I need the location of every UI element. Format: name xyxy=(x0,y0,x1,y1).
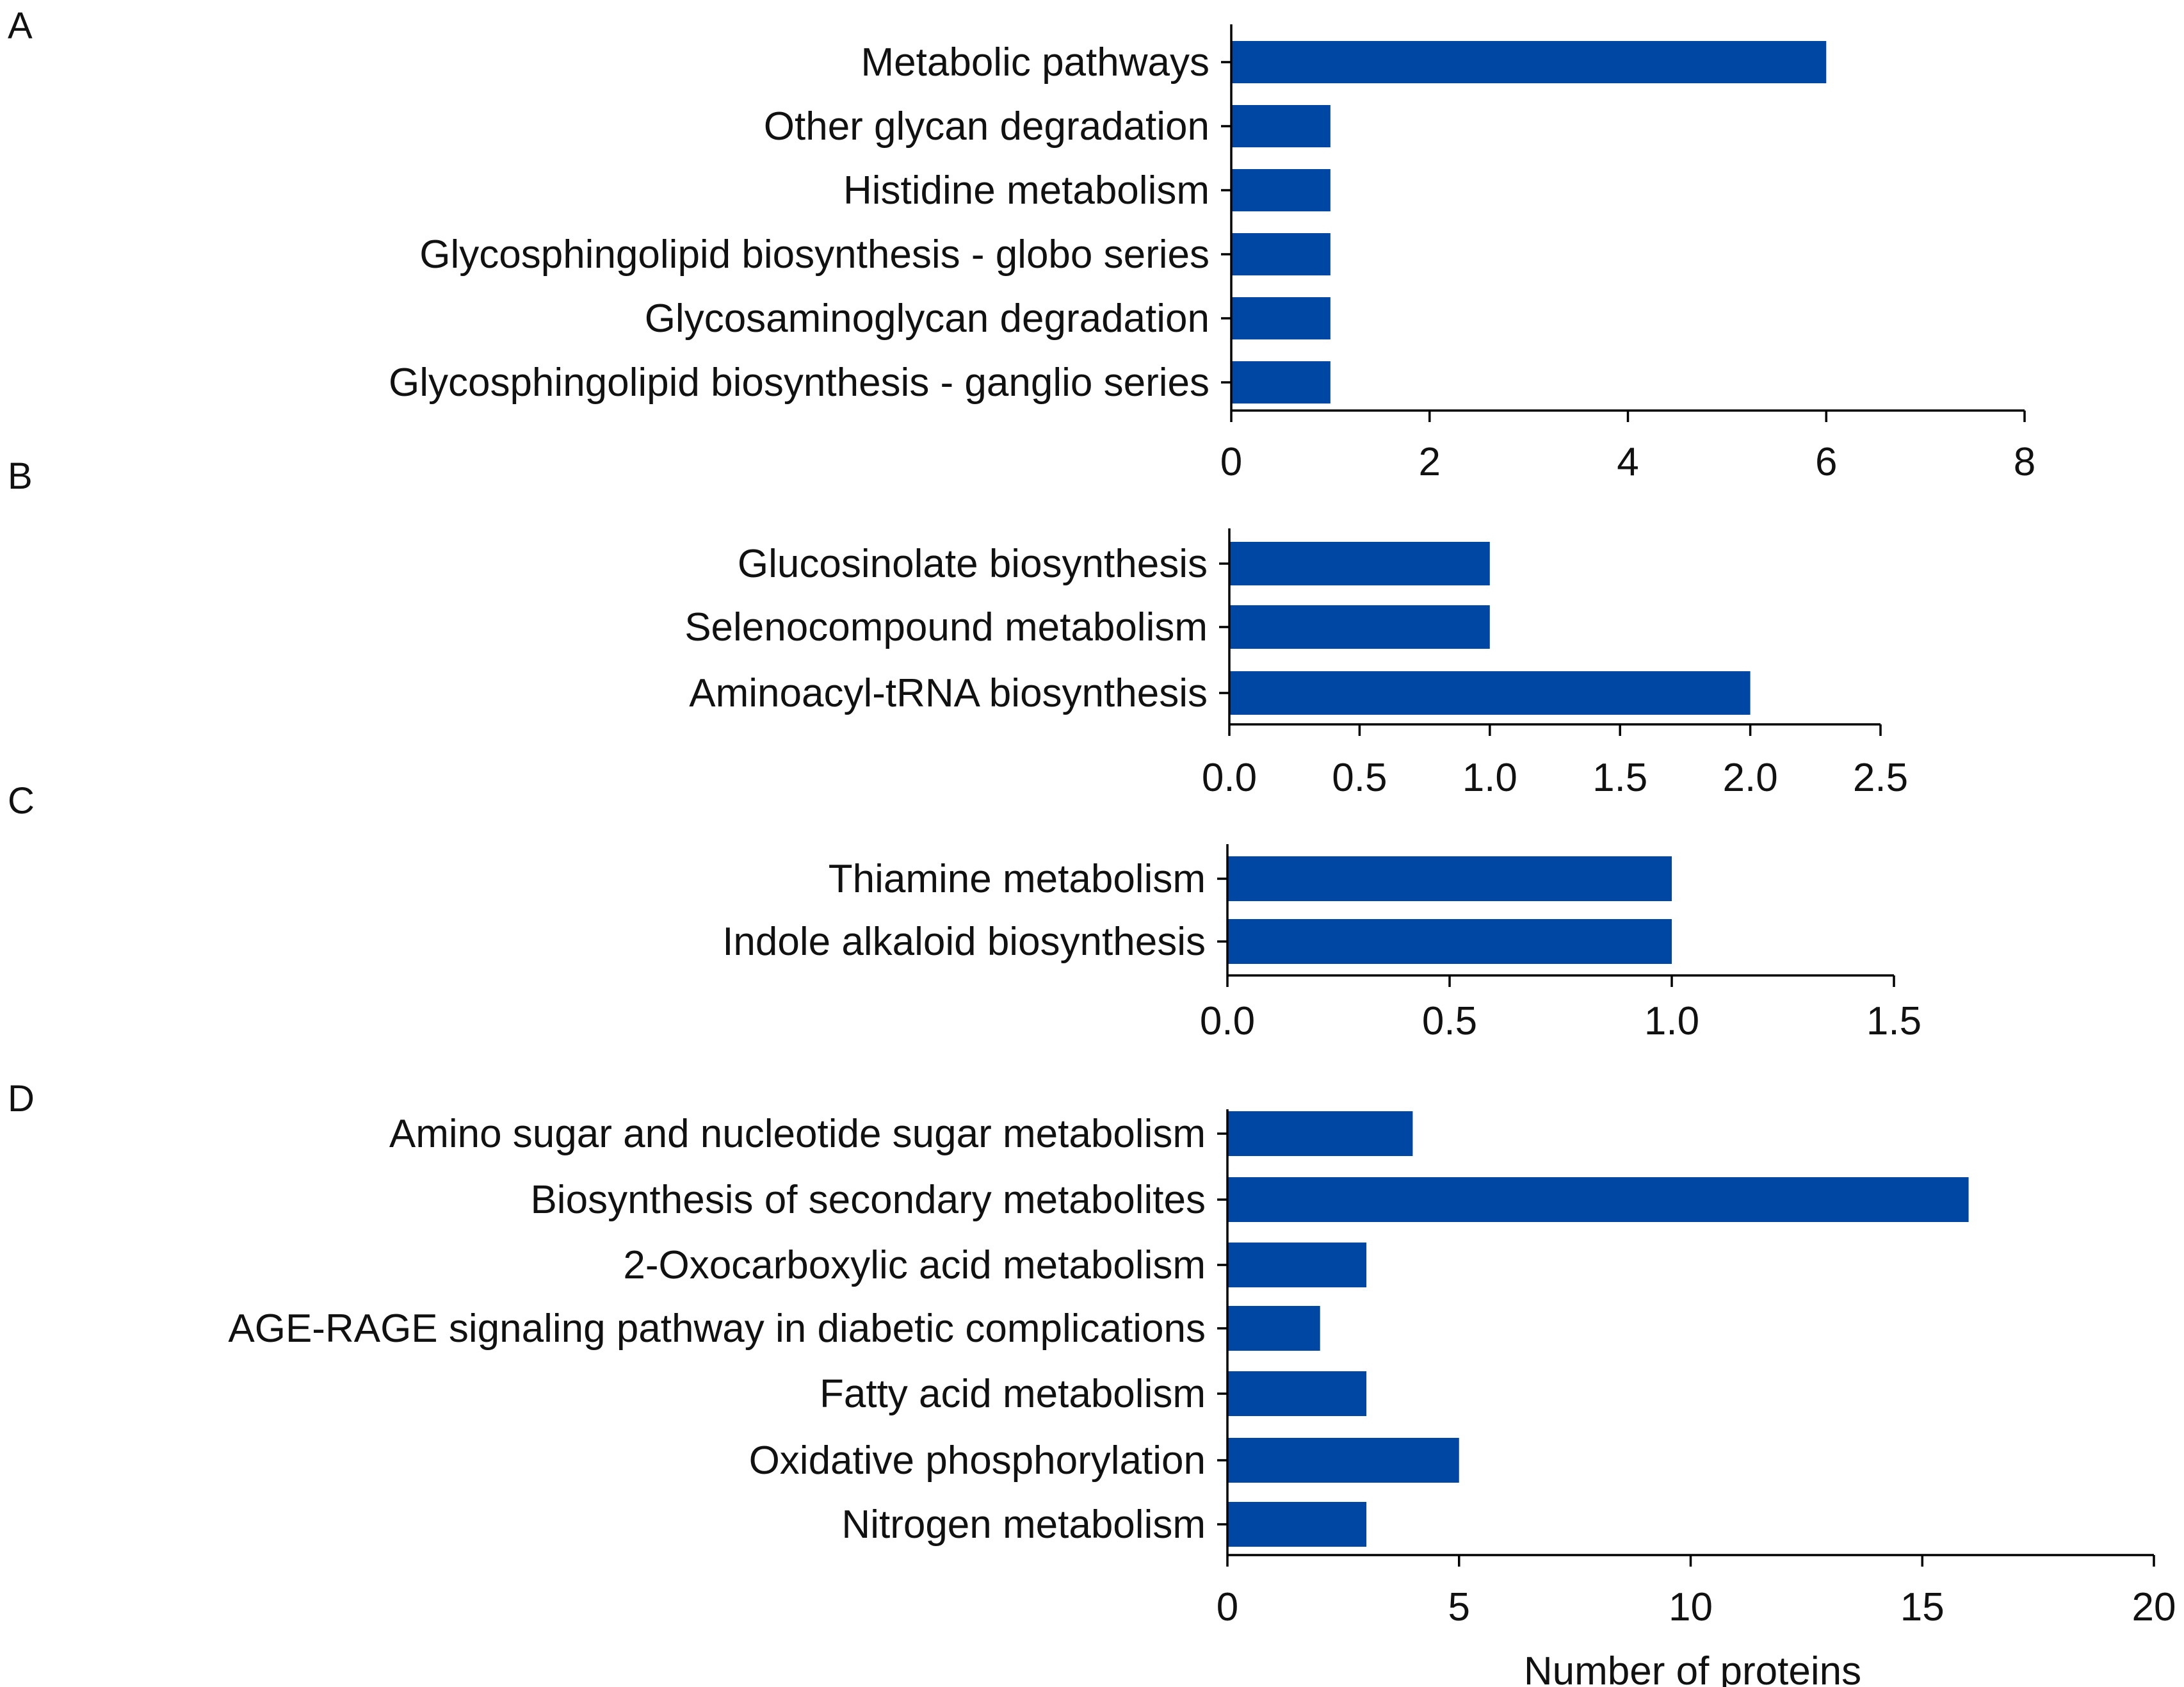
category-label: Fatty acid metabolism xyxy=(820,1372,1206,1416)
bar xyxy=(1231,105,1331,147)
x-tick-label: 10 xyxy=(1669,1585,1713,1629)
bar xyxy=(1231,297,1331,339)
bar xyxy=(1227,1177,1969,1222)
category-label: Glycosphingolipid biosynthesis - globo s… xyxy=(419,232,1209,277)
x-tick-label: 0.5 xyxy=(1422,999,1477,1043)
category-label: Aminoacyl-tRNA biosynthesis xyxy=(689,671,1208,715)
category-label: Glycosaminoglycan degradation xyxy=(645,297,1209,341)
x-tick-label: 0.0 xyxy=(1200,999,1255,1043)
category-label: Oxidative phosphorylation xyxy=(749,1438,1206,1483)
panel-d: D Amino sugar and nucleotide sugar metab… xyxy=(8,1078,2176,1687)
panel-a: A Metabolic pathways Other glycan degrada… xyxy=(8,5,2035,484)
x-tick-label: 8 xyxy=(2014,440,2035,484)
bar xyxy=(1231,41,1827,83)
panel-letter: C xyxy=(8,780,35,822)
bar xyxy=(1229,671,1751,715)
category-label: Histidine metabolism xyxy=(843,168,1209,213)
x-tick-label: 15 xyxy=(1900,1585,1945,1629)
x-tick-label: 0.5 xyxy=(1332,756,1387,800)
bar xyxy=(1227,1243,1367,1287)
category-label: Metabolic pathways xyxy=(861,40,1210,85)
x-tick-label: 1.0 xyxy=(1644,999,1699,1043)
x-tick-label: 1.0 xyxy=(1462,756,1517,800)
category-label: Glycosphingolipid biosynthesis - ganglio… xyxy=(389,361,1209,405)
bar xyxy=(1231,169,1331,211)
x-tick-label: 0.0 xyxy=(1202,756,1257,800)
bar xyxy=(1227,1438,1459,1483)
panel-letter: B xyxy=(8,455,33,497)
bar xyxy=(1227,1502,1367,1547)
bar xyxy=(1231,233,1331,275)
category-label: Biosynthesis of secondary metabolites xyxy=(530,1178,1206,1222)
x-tick-label: 2 xyxy=(1419,440,1441,484)
category-label: 2-Oxocarboxylic acid metabolism xyxy=(623,1243,1206,1287)
category-label: AGE-RAGE signaling pathway in diabetic c… xyxy=(228,1307,1206,1351)
bar xyxy=(1231,361,1331,403)
x-tick-label: 1.5 xyxy=(1866,999,1921,1043)
x-tick-label: 2.5 xyxy=(1853,756,1908,800)
category-label: Selenocompound metabolism xyxy=(684,605,1208,649)
x-tick-label: 20 xyxy=(2132,1585,2176,1629)
bar xyxy=(1229,605,1490,649)
panel-letter: A xyxy=(8,5,33,47)
x-tick-label: 6 xyxy=(1815,440,1837,484)
x-tick-label: 0 xyxy=(1220,440,1242,484)
x-tick-label: 1.5 xyxy=(1592,756,1647,800)
category-label: Amino sugar and nucleotide sugar metabol… xyxy=(389,1112,1206,1156)
bar xyxy=(1227,856,1672,901)
category-label: Other glycan degradation xyxy=(764,104,1209,149)
bar xyxy=(1227,919,1672,964)
x-tick-label: 5 xyxy=(1448,1585,1470,1629)
panel-c: C Thiamine metabolism Indole alkaloid bio… xyxy=(8,780,1921,1043)
category-label: Thiamine metabolism xyxy=(829,857,1206,901)
bar xyxy=(1227,1306,1320,1351)
bar xyxy=(1229,542,1490,585)
bar xyxy=(1227,1111,1413,1156)
panel-letter: D xyxy=(8,1078,35,1120)
category-label: Glucosinolate biosynthesis xyxy=(738,542,1208,586)
category-label: Indole alkaloid biosynthesis xyxy=(722,920,1206,964)
x-tick-label: 4 xyxy=(1617,440,1638,484)
x-axis-title: Number of proteins xyxy=(1524,1649,1861,1687)
category-label: Nitrogen metabolism xyxy=(841,1503,1206,1547)
x-tick-label: 0 xyxy=(1217,1585,1238,1629)
x-tick-label: 2.0 xyxy=(1722,756,1777,800)
bar xyxy=(1227,1371,1367,1416)
panel-b: B Glucosinolate biosynthesis Selenocompou… xyxy=(8,455,1908,800)
